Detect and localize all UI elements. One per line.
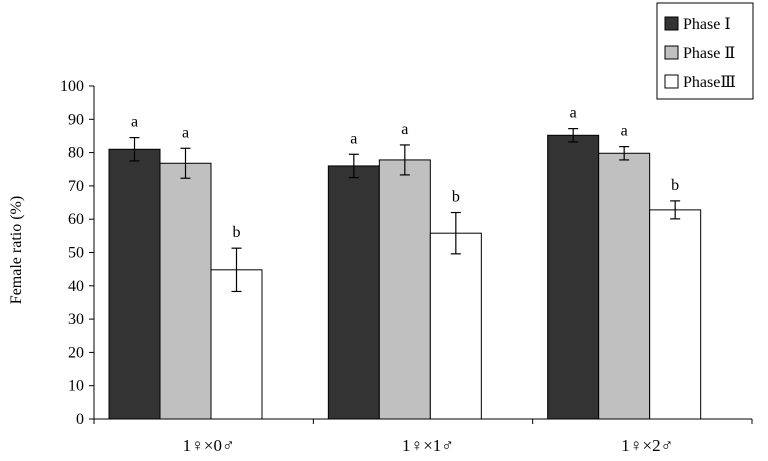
bar — [649, 209, 702, 420]
significance-label: b — [671, 177, 679, 194]
x-axis: 1♀×0♂ 1♀×1♂ 1♀×2♂ — [93, 418, 753, 455]
legend-label: PhaseⅢ — [683, 74, 736, 91]
y-tick-label: 90 — [68, 111, 84, 128]
bar — [108, 148, 161, 420]
significance-label: b — [452, 189, 460, 206]
legend-swatch — [664, 45, 679, 60]
significance-label: a — [182, 124, 189, 141]
x-category-label: 1♀×0♂ — [183, 436, 235, 455]
x-category-label: 1♀×1♂ — [402, 436, 454, 455]
y-tick-label: 60 — [68, 211, 84, 228]
legend: Phase Ⅰ Phase Ⅱ PhaseⅢ — [656, 2, 754, 100]
y-axis: 0 10 20 30 40 50 60 70 80 90 100 — [60, 78, 95, 428]
y-tick-label: 50 — [68, 245, 84, 262]
x-category-label: 1♀×2♂ — [621, 436, 673, 455]
bar — [210, 269, 263, 420]
y-tick-label: 80 — [68, 145, 84, 162]
bar — [327, 165, 380, 420]
y-tick-label: 70 — [68, 178, 84, 195]
bar — [378, 159, 431, 420]
y-tick-label: 30 — [68, 311, 84, 328]
y-tick-label: 10 — [68, 378, 84, 395]
significance-label: a — [621, 123, 628, 140]
bar — [598, 152, 651, 420]
legend-label: Phase Ⅰ — [683, 16, 731, 33]
y-tick-label: 20 — [68, 344, 84, 361]
significance-label: a — [570, 105, 577, 122]
legend-swatch — [664, 16, 679, 31]
legend-swatch — [664, 74, 679, 89]
significance-label: a — [350, 130, 357, 147]
bar — [159, 162, 212, 420]
y-tick-label: 0 — [76, 411, 84, 428]
significance-label: a — [131, 114, 138, 131]
y-axis-label: Female ratio (%) — [8, 196, 25, 304]
bar — [547, 134, 600, 420]
significance-label: b — [233, 224, 241, 241]
y-tick-label: 100 — [60, 78, 84, 95]
legend-label: Phase Ⅱ — [683, 45, 735, 62]
significance-label: a — [401, 121, 408, 138]
bar — [429, 232, 482, 420]
bars-group: a a b a a b a a b — [108, 105, 702, 420]
y-tick-label: 40 — [68, 278, 84, 295]
